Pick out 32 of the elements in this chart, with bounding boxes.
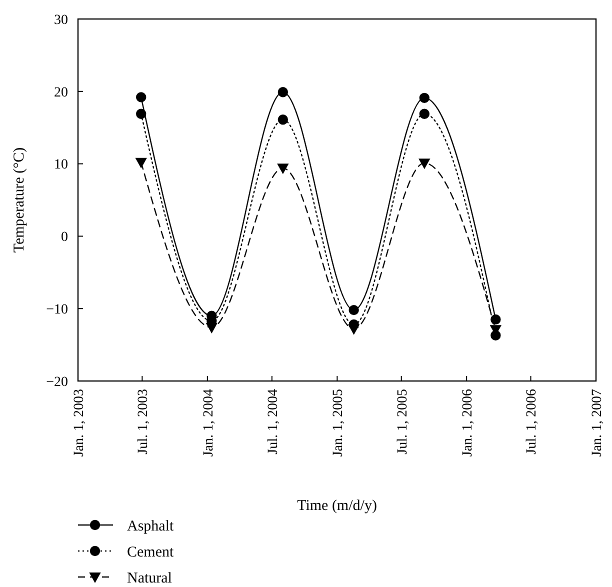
y-tick-label: 10 bbox=[54, 158, 68, 173]
x-tick-label: Jan. 1, 2004 bbox=[201, 389, 216, 457]
x-tick-label: Jul. 1, 2005 bbox=[395, 389, 410, 454]
x-tick-label: Jan. 1, 2003 bbox=[72, 389, 87, 457]
legend-label: Natural bbox=[127, 570, 172, 586]
x-tick-label: Jul. 1, 2006 bbox=[524, 389, 540, 454]
x-tick-label: Jul. 1, 2004 bbox=[266, 389, 281, 454]
legend-label: Cement bbox=[127, 544, 174, 560]
x-tick-label: Jan. 1, 2006 bbox=[460, 389, 476, 457]
y-tick-label: 30 bbox=[54, 12, 68, 28]
x-tick-label: Jul. 1, 2003 bbox=[136, 389, 152, 454]
y-tick-label: 20 bbox=[54, 85, 68, 100]
x-axis-title: Time (m/d/y) bbox=[297, 498, 377, 514]
x-tick-label: Jan. 1, 2007 bbox=[590, 389, 605, 457]
point bbox=[277, 164, 288, 174]
point bbox=[278, 114, 288, 125]
point bbox=[136, 108, 146, 119]
point bbox=[348, 324, 360, 334]
point bbox=[419, 108, 430, 119]
point bbox=[418, 158, 430, 169]
point bbox=[136, 92, 146, 102]
legend-label: Asphalt bbox=[127, 518, 174, 534]
y-axis-title: Temperature (°C) bbox=[11, 147, 28, 253]
y-tick-label: −20 bbox=[46, 374, 68, 390]
y-tick-label: −10 bbox=[46, 302, 68, 318]
point bbox=[419, 92, 430, 104]
point bbox=[206, 322, 218, 333]
y-tick-label: 0 bbox=[61, 230, 68, 246]
point bbox=[348, 304, 359, 316]
point bbox=[136, 158, 147, 168]
point bbox=[278, 87, 288, 98]
x-tick-label: Jan. 1, 2005 bbox=[331, 389, 346, 457]
